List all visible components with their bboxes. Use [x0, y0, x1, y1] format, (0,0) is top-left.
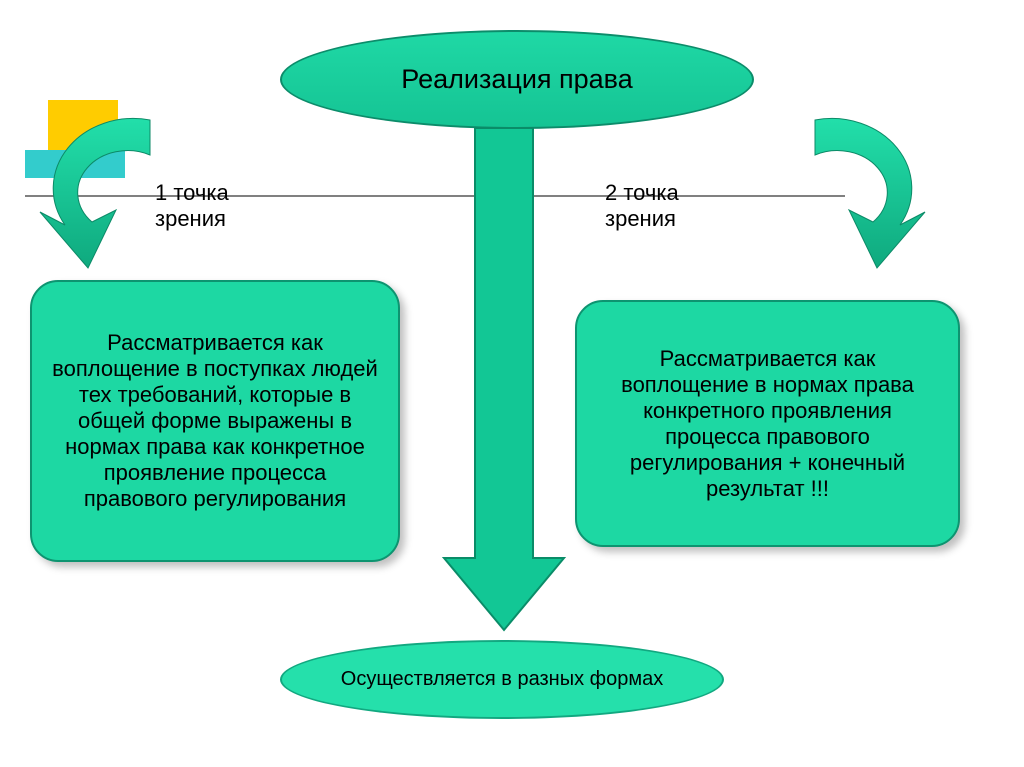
label-left-line1: 1 точка: [155, 180, 229, 205]
bottom-text: Осуществляется в разных формах: [341, 668, 663, 691]
curved-arrow-right: [795, 100, 995, 300]
label-viewpoint-1: 1 точка зрения: [155, 180, 229, 232]
right-description-box: Рассматривается как воплощение в нормах …: [575, 300, 960, 547]
center-down-arrow: [444, 128, 564, 630]
bottom-ellipse: Осуществляется в разных формах: [280, 640, 724, 719]
label-left-line2: зрения: [155, 206, 226, 231]
left-description-text: Рассматривается как воплощение в поступк…: [50, 330, 380, 512]
right-description-text: Рассматривается как воплощение в нормах …: [595, 346, 940, 502]
label-right-line1: 2 точка: [605, 180, 679, 205]
title-text: Реализация права: [401, 64, 632, 95]
label-viewpoint-2: 2 точка зрения: [605, 180, 679, 232]
left-description-box: Рассматривается как воплощение в поступк…: [30, 280, 400, 562]
label-right-line2: зрения: [605, 206, 676, 231]
title-ellipse: Реализация права: [280, 30, 754, 129]
